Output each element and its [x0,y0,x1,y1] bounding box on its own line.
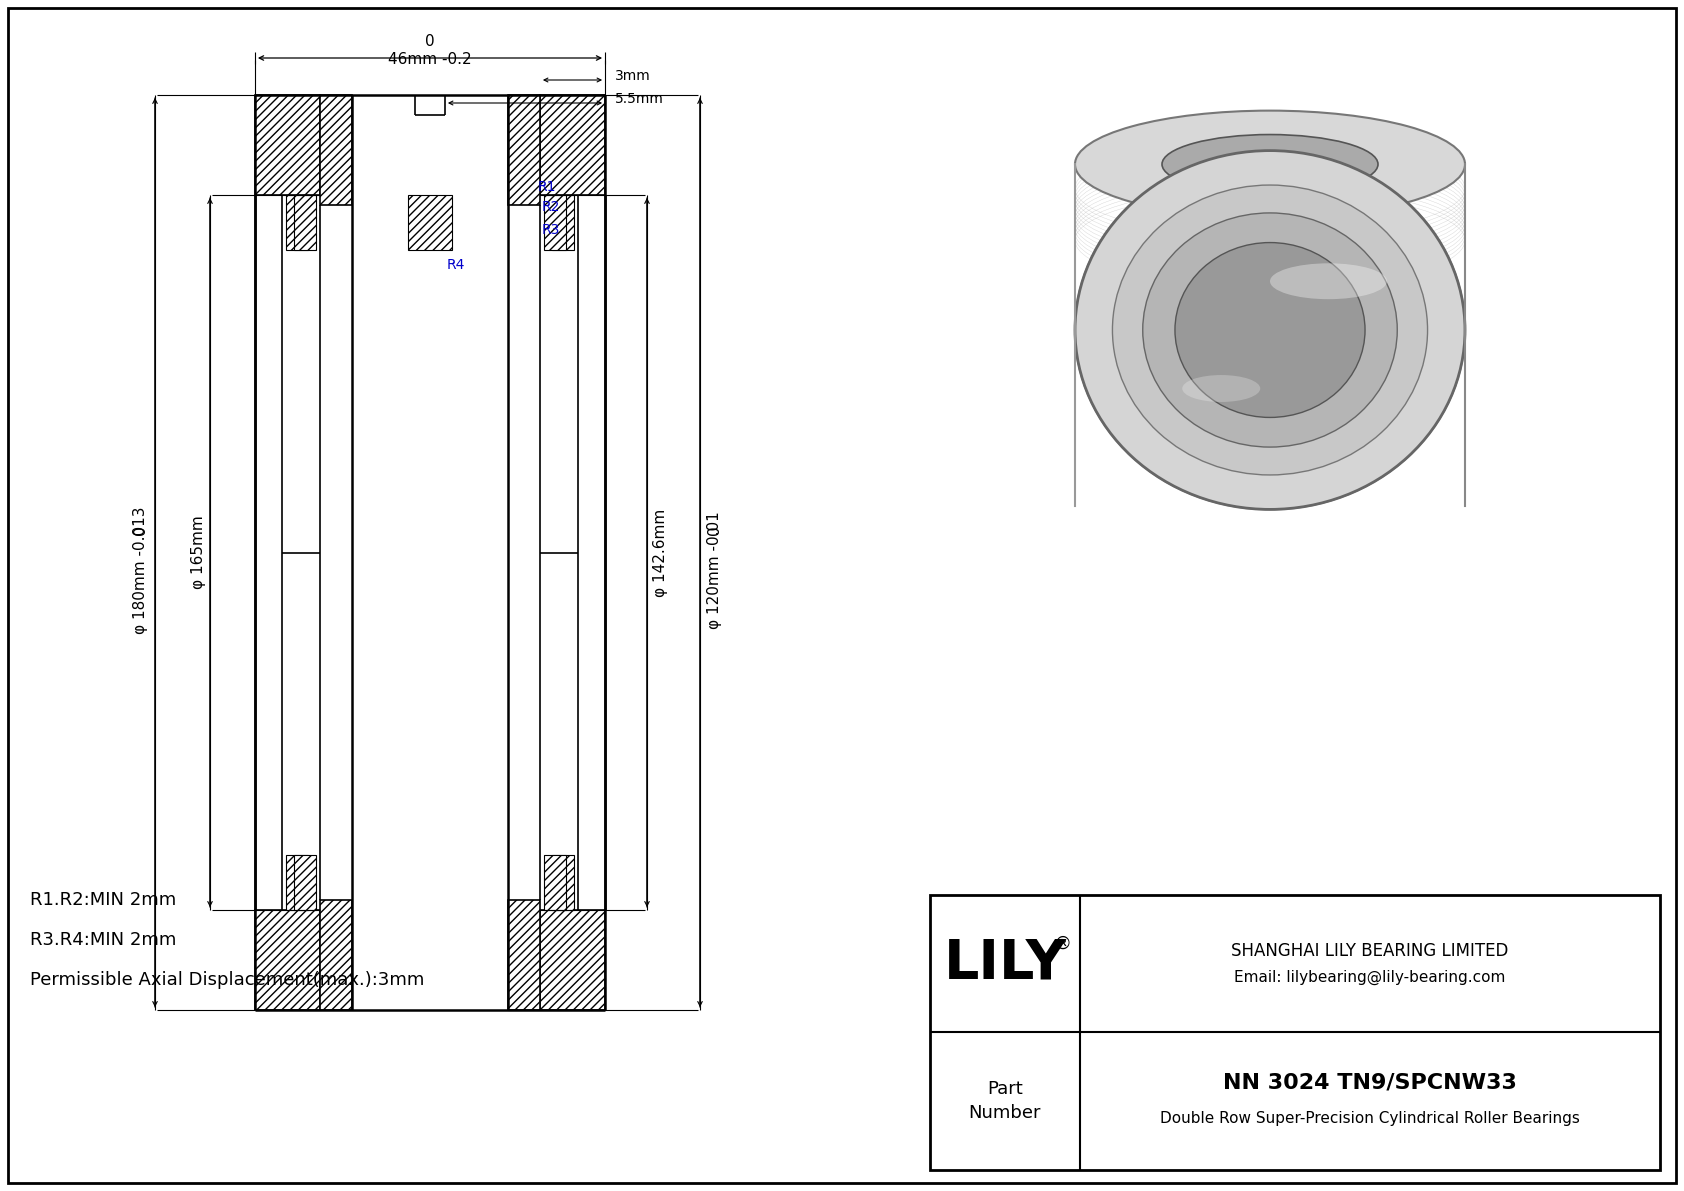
Text: R3.R4:MIN 2mm: R3.R4:MIN 2mm [30,931,177,949]
Ellipse shape [1143,213,1398,447]
Text: φ 180mm -0.013: φ 180mm -0.013 [133,506,148,635]
Polygon shape [295,855,317,910]
Text: Permissible Axial Displacement(max.):3mm: Permissible Axial Displacement(max.):3mm [30,971,424,989]
Ellipse shape [1270,263,1388,299]
Text: R1: R1 [537,180,556,194]
Polygon shape [541,95,605,195]
Text: Part
Number: Part Number [968,1079,1041,1122]
Ellipse shape [1182,375,1260,401]
Polygon shape [552,855,574,910]
Text: R2: R2 [542,200,561,214]
Text: R4: R4 [446,258,465,272]
Polygon shape [254,95,320,195]
Polygon shape [509,900,541,1010]
Ellipse shape [1113,185,1428,475]
Polygon shape [286,855,308,910]
Polygon shape [320,95,352,205]
Text: 0: 0 [424,35,434,50]
Text: R1.R2:MIN 2mm: R1.R2:MIN 2mm [30,891,177,909]
Text: LILY: LILY [943,936,1066,991]
Text: Email: lilybearing@lily-bearing.com: Email: lilybearing@lily-bearing.com [1234,969,1505,985]
Polygon shape [544,855,566,910]
Ellipse shape [1074,150,1465,510]
Ellipse shape [1175,243,1366,417]
Polygon shape [320,900,352,1010]
Text: 5.5mm: 5.5mm [615,92,663,106]
Polygon shape [408,195,451,250]
Ellipse shape [1162,135,1378,194]
Ellipse shape [1074,111,1465,218]
Polygon shape [509,95,541,205]
Text: φ 142.6mm: φ 142.6mm [652,509,667,597]
Polygon shape [254,910,320,1010]
Ellipse shape [1162,231,1378,430]
Polygon shape [552,195,574,250]
Ellipse shape [1074,150,1465,510]
Text: 0: 0 [133,525,148,535]
Polygon shape [541,910,605,1010]
Text: ®: ® [1054,935,1073,953]
Text: 46mm -0.2: 46mm -0.2 [389,52,472,68]
Polygon shape [544,195,566,250]
Text: Double Row Super-Precision Cylindrical Roller Bearings: Double Row Super-Precision Cylindrical R… [1160,1111,1580,1127]
Text: R3: R3 [542,223,561,237]
Text: φ 165mm: φ 165mm [190,516,205,590]
Text: φ 120mm -0.01: φ 120mm -0.01 [707,512,721,629]
Polygon shape [295,195,317,250]
Text: SHANGHAI LILY BEARING LIMITED: SHANGHAI LILY BEARING LIMITED [1231,942,1509,960]
Polygon shape [254,95,605,1010]
Polygon shape [286,195,308,250]
Text: NN 3024 TN9/SPCNW33: NN 3024 TN9/SPCNW33 [1223,1073,1517,1093]
Text: 0: 0 [707,525,721,535]
Text: 3mm: 3mm [615,69,650,83]
